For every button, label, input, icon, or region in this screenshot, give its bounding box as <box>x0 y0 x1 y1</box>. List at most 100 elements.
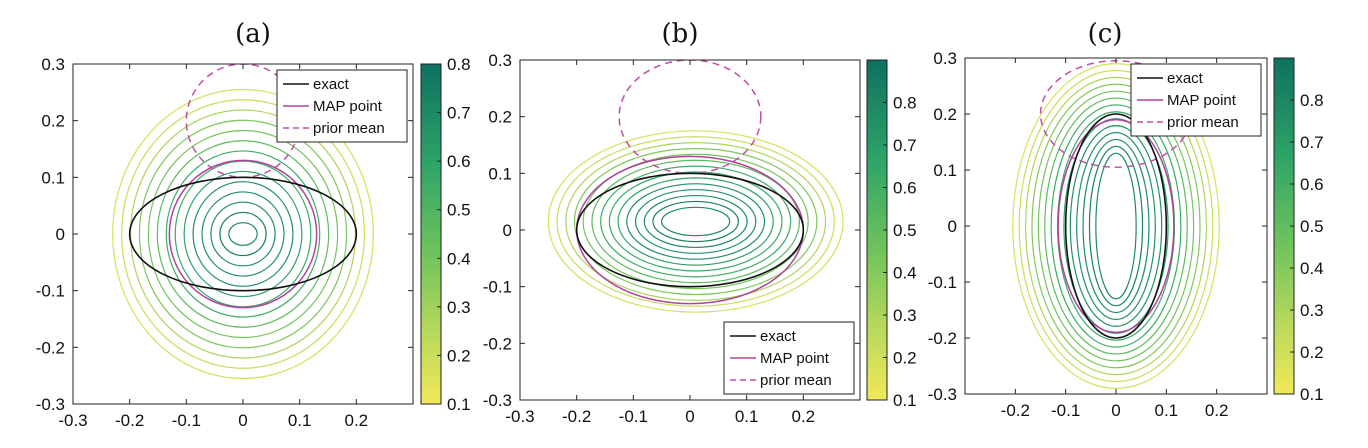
colorbar: 0.1 0.2 0.3 0.4 0.5 0.6 0.7 0.8 <box>420 55 471 414</box>
colorbar-tick-label: 0.3 <box>1300 301 1324 320</box>
colorbar-tick-label: 0.1 <box>893 391 917 410</box>
colorbar-tick-label: 0.7 <box>893 136 917 155</box>
y-tick-label: 0.1 <box>488 164 512 183</box>
panel-title: (a) <box>235 19 271 49</box>
x-tick-label: -0.2 <box>1001 401 1030 420</box>
contour-level <box>147 129 339 339</box>
contour-level <box>626 183 766 260</box>
contour-level <box>121 99 365 369</box>
legend-label: exact <box>313 76 350 93</box>
contour-level <box>129 109 357 359</box>
y-tick-label: -0.2 <box>928 329 957 348</box>
curve-map-point <box>168 159 318 309</box>
contour-level <box>174 160 312 308</box>
contour-level <box>219 211 267 257</box>
contour-level <box>652 200 739 243</box>
x-tick-label: -0.1 <box>172 411 201 430</box>
x-tick-label: 0 <box>1111 401 1120 420</box>
y-tick-label: 0.1 <box>41 168 65 187</box>
contour-level <box>591 159 801 284</box>
colorbar-tick-label: 0.8 <box>893 94 917 113</box>
colorbar-tick-label: 0.5 <box>893 221 917 240</box>
x-tick-label: 0 <box>238 411 247 430</box>
contour-level <box>156 140 330 328</box>
contour-level <box>1050 104 1182 348</box>
y-tick-label: 0.2 <box>933 105 957 124</box>
legend-label: exact <box>760 328 797 345</box>
contour-level <box>617 177 774 266</box>
colorbar-tick-label: 0.6 <box>447 152 471 171</box>
contour-level <box>210 201 276 267</box>
y-tick-label: 0.3 <box>41 55 65 74</box>
contour-level <box>556 136 835 307</box>
y-tick-label: -0.1 <box>483 278 512 297</box>
contour-level <box>661 206 731 237</box>
contour-level <box>183 170 303 298</box>
colorbar-tick-label: 0.7 <box>1300 133 1324 152</box>
colorbar-tick-label: 0.3 <box>447 298 471 317</box>
legend-label: prior mean <box>313 120 385 137</box>
colorbar-tick-label: 0.4 <box>447 249 471 268</box>
x-tick-label: 0.1 <box>1155 401 1179 420</box>
curve-exact <box>128 176 358 292</box>
y-tick-label: -0.1 <box>928 273 957 292</box>
legend-label: prior mean <box>760 372 832 389</box>
x-tick-label: 0.1 <box>288 411 312 430</box>
plot-area <box>1012 60 1220 389</box>
panel-1: -0.3 -0.2 -0.1 0 0.1 0.2-0.3-0.2-0.100.10.20.… <box>36 19 471 430</box>
legend-label: MAP point <box>313 98 383 115</box>
x-tick-label: -0.2 <box>562 407 591 426</box>
curve-exact <box>575 172 805 288</box>
contour-level <box>1095 152 1137 300</box>
y-tick-label: -0.3 <box>483 391 512 410</box>
legend-label: exact <box>1167 70 1204 87</box>
contour-level <box>643 194 748 249</box>
contour-level <box>1088 145 1144 307</box>
contour-level <box>201 191 285 277</box>
contour-level <box>228 222 258 246</box>
colorbar: 0.1 0.2 0.3 0.4 0.5 0.6 0.7 0.8 <box>866 59 917 410</box>
panel-3: -0.2 -0.1 0 0.1 0.2 -0.3 -0.2 -0.1 0 0.1 0.2 0.3 (c)… <box>928 19 1324 420</box>
colorbar-tick-label: 0.6 <box>893 179 917 198</box>
contour-level <box>1063 118 1169 334</box>
colorbar-tick-label: 0.4 <box>893 264 917 283</box>
y-tick-label: -0.2 <box>483 334 512 353</box>
y-tick-label: 0.2 <box>41 112 65 131</box>
x-tick-label: -0.3 <box>58 411 87 430</box>
legend: exact MAP point prior mean <box>723 321 855 395</box>
contour-level <box>634 189 757 254</box>
colorbar-tick-label: 0.2 <box>447 346 471 365</box>
panel-title: (b) <box>662 19 699 49</box>
contour-level <box>582 153 809 290</box>
contour-level <box>1024 76 1208 376</box>
y-tick-label: -0.2 <box>36 338 65 357</box>
y-tick-label: 0.2 <box>488 108 512 127</box>
legend-label: prior mean <box>1167 114 1239 131</box>
colorbar-tick-label: 0.1 <box>1300 385 1324 404</box>
contour-level <box>1069 125 1163 327</box>
x-tick-label: 0.1 <box>735 407 759 426</box>
y-tick-label: 0.1 <box>933 161 957 180</box>
colorbar-tick-label: 0.1 <box>447 395 471 414</box>
colorbar-tick-label: 0.5 <box>1300 217 1324 236</box>
colorbar-tick-label: 0.5 <box>447 201 471 220</box>
y-tick-label: 0 <box>503 221 512 240</box>
contour-level <box>547 130 844 313</box>
contour-level <box>573 147 818 296</box>
contour-level <box>600 165 792 278</box>
contour-level <box>565 142 827 301</box>
panel-title: (c) <box>1088 19 1123 49</box>
colorbar-tick-label: 0.4 <box>1300 259 1324 278</box>
contour-level <box>138 119 348 349</box>
contour-level <box>1018 69 1214 383</box>
legend-label: MAP point <box>760 350 830 367</box>
colorbar-tick-label: 0.7 <box>447 104 471 123</box>
colorbar-tick-label: 0.3 <box>893 306 917 325</box>
colorbar-tick-label: 0.2 <box>893 349 917 368</box>
legend: exact MAP point prior mean <box>1130 63 1262 137</box>
plot-area <box>112 64 374 380</box>
curve-exact <box>1064 113 1168 339</box>
y-tick-label: 0.3 <box>488 51 512 70</box>
contour-level <box>112 88 374 380</box>
